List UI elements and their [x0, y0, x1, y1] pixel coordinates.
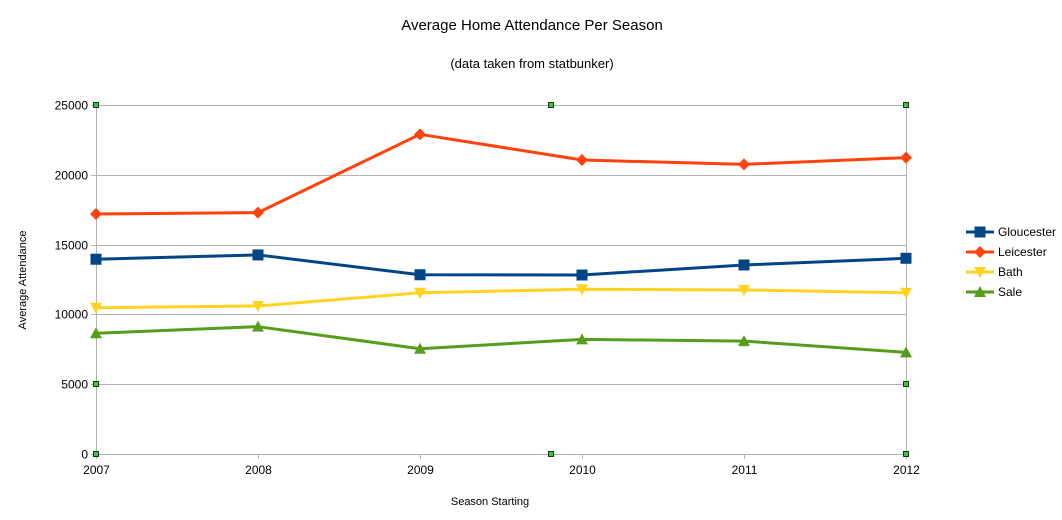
data-point-bath — [90, 302, 102, 314]
data-point-gloucester — [90, 253, 102, 265]
legend-item-gloucester: Gloucester — [966, 225, 1056, 239]
y-tick-label: 5000 — [61, 378, 88, 392]
data-point-bath — [576, 284, 588, 296]
data-point-sale — [738, 335, 750, 347]
series-layer — [90, 128, 912, 358]
x-axis-ticks: 2007 2008 2009 2010 2011 2012 — [83, 463, 920, 477]
selection-handle[interactable] — [93, 451, 99, 457]
data-point-bath — [900, 287, 912, 299]
selection-handle[interactable] — [548, 102, 554, 108]
y-axis-ticks: 0 5000 10000 15000 20000 25000 — [55, 99, 89, 462]
x-tick-label: 2012 — [893, 463, 920, 477]
data-point-sale — [90, 327, 102, 339]
series-bath — [90, 284, 912, 314]
series-sale — [90, 320, 912, 358]
x-tick-label: 2007 — [83, 463, 110, 477]
data-point-leicester — [900, 151, 912, 164]
series-leicester — [90, 128, 912, 221]
y-tick-label: 15000 — [55, 239, 89, 253]
data-point-bath — [252, 301, 264, 313]
selection-handle[interactable] — [903, 381, 909, 387]
data-point-gloucester — [576, 269, 588, 281]
selection-handle[interactable] — [93, 381, 99, 387]
y-tick-label: 0 — [81, 448, 88, 462]
series-line-leicester — [95, 132, 907, 216]
x-tick-label: 2009 — [407, 463, 434, 477]
legend: Gloucester Leicester Bath Sale — [966, 225, 1056, 299]
selection-handle[interactable] — [93, 102, 99, 108]
data-point-leicester — [252, 206, 264, 219]
x-tick-label: 2008 — [245, 463, 272, 477]
legend-item-sale: Sale — [966, 285, 1022, 299]
data-point-leicester — [90, 208, 102, 221]
data-point-sale — [252, 320, 264, 332]
legend-marker-leicester — [974, 246, 986, 258]
data-point-leicester — [414, 128, 426, 141]
data-point-sale — [414, 342, 426, 354]
legend-label: Bath — [998, 265, 1023, 279]
series-line-sale — [95, 325, 907, 354]
selection-handle[interactable] — [903, 451, 909, 457]
grid-lines — [91, 105, 907, 459]
legend-label: Sale — [998, 285, 1022, 299]
x-axis-label: Season Starting — [451, 496, 529, 508]
y-tick-label: 10000 — [55, 308, 89, 322]
legend-item-leicester: Leicester — [966, 245, 1047, 259]
legend-marker-sale — [974, 286, 986, 297]
legend-marker-bath — [974, 267, 986, 278]
data-point-gloucester — [252, 249, 264, 261]
x-tick-label: 2010 — [569, 463, 596, 477]
data-point-bath — [414, 287, 426, 299]
data-point-gloucester — [414, 269, 426, 281]
data-point-gloucester — [900, 252, 912, 264]
series-line-bath — [95, 287, 907, 310]
data-point-sale — [576, 333, 588, 345]
data-point-bath — [738, 284, 750, 296]
selection-handle[interactable] — [548, 451, 554, 457]
y-axis-label: Average Attendance — [17, 231, 29, 330]
selection-handles[interactable] — [93, 102, 909, 457]
y-tick-label: 25000 — [55, 99, 89, 113]
chart-title: Average Home Attendance Per Season — [401, 17, 663, 34]
y-tick-label: 20000 — [55, 169, 89, 183]
series-gloucester — [90, 249, 912, 281]
data-point-gloucester — [738, 259, 750, 271]
legend-label: Leicester — [998, 245, 1047, 259]
chart-subtitle: (data taken from statbunker) — [450, 56, 613, 71]
data-point-sale — [900, 346, 912, 358]
series-line-gloucester — [95, 253, 907, 277]
legend-label: Gloucester — [998, 225, 1056, 239]
selection-handle[interactable] — [903, 102, 909, 108]
data-point-leicester — [738, 158, 750, 171]
x-tick-label: 2011 — [732, 463, 758, 477]
data-point-leicester — [576, 154, 588, 167]
legend-marker-gloucester — [974, 226, 986, 238]
legend-item-bath: Bath — [966, 265, 1023, 279]
